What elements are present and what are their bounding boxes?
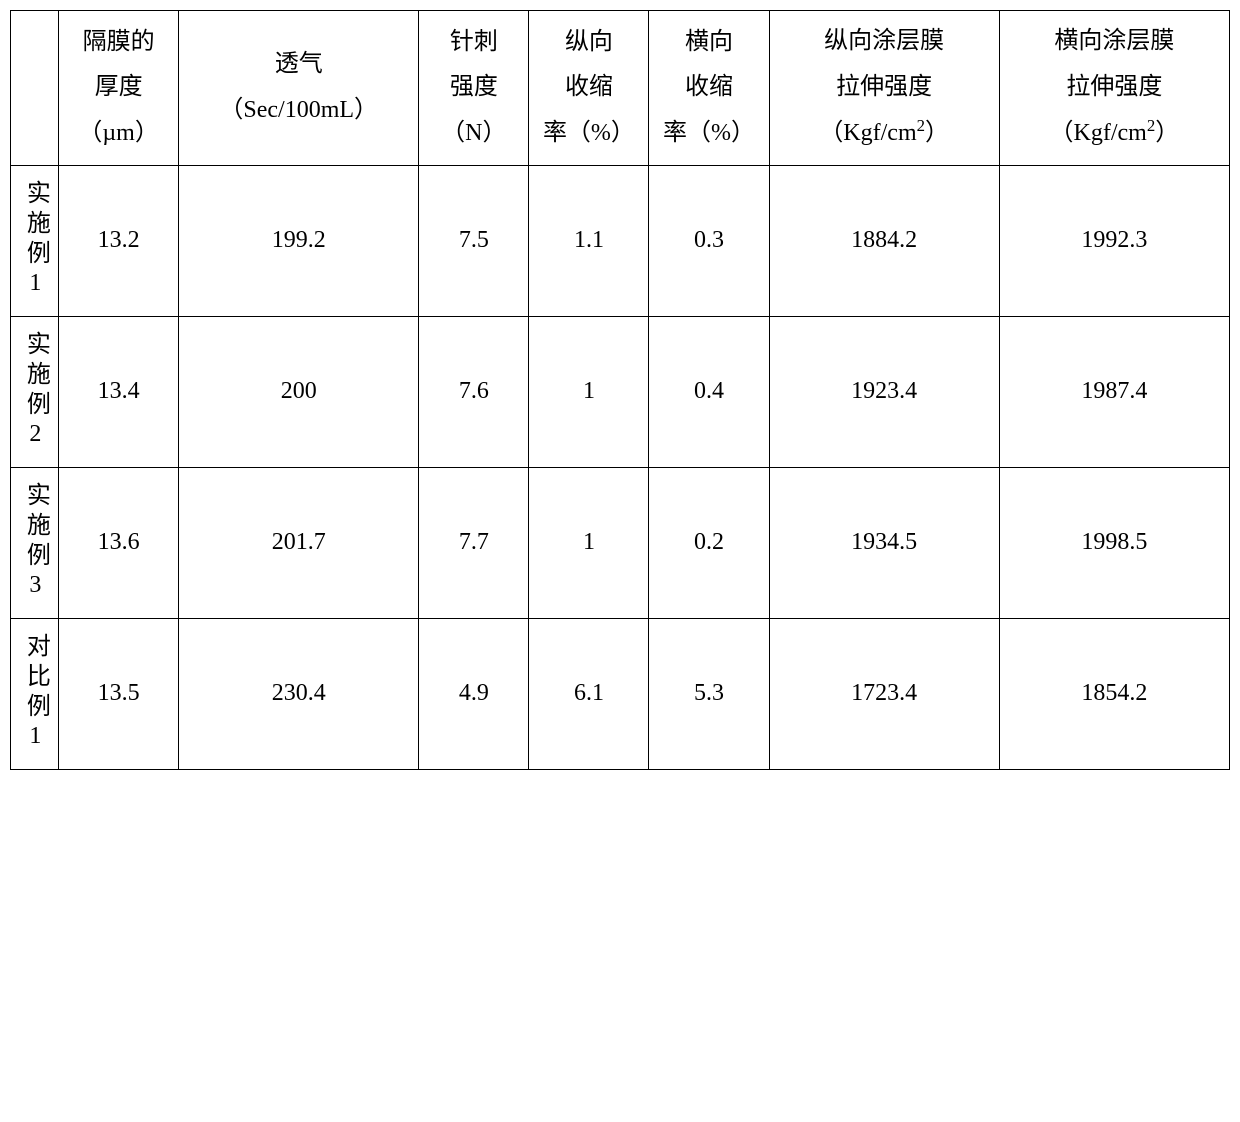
cell-shrink-md: 1.1 [529, 165, 649, 316]
row-label: 实施例2 [11, 316, 59, 467]
table-row: 实施例1 13.2 199.2 7.5 1.1 0.3 1884.2 1992.… [11, 165, 1230, 316]
cell-thickness: 13.6 [59, 467, 179, 618]
cell-shrink-td: 0.3 [649, 165, 769, 316]
cell-perm: 200 [179, 316, 419, 467]
cell-shrink-td: 0.2 [649, 467, 769, 618]
header-row: 隔膜的 厚度 （µm） 透气 （Sec/100mL） 针刺 强度 （N） 纵向 … [11, 11, 1230, 166]
table-row: 对比例1 13.5 230.4 4.9 6.1 5.3 1723.4 1854.… [11, 618, 1230, 769]
row-label: 对比例1 [11, 618, 59, 769]
cell-shrink-td: 0.4 [649, 316, 769, 467]
table-row: 实施例2 13.4 200 7.6 1 0.4 1923.4 1987.4 [11, 316, 1230, 467]
header-tensile-md: 纵向涂层膜 拉伸强度 （Kgf/cm2） [769, 11, 999, 166]
header-puncture: 针刺 强度 （N） [419, 11, 529, 166]
row-label: 实施例3 [11, 467, 59, 618]
table-row: 实施例3 13.6 201.7 7.7 1 0.2 1934.5 1998.5 [11, 467, 1230, 618]
cell-thickness: 13.2 [59, 165, 179, 316]
cell-perm: 199.2 [179, 165, 419, 316]
header-blank [11, 11, 59, 166]
data-table: 隔膜的 厚度 （µm） 透气 （Sec/100mL） 针刺 强度 （N） 纵向 … [10, 10, 1230, 770]
cell-shrink-md: 6.1 [529, 618, 649, 769]
cell-thickness: 13.5 [59, 618, 179, 769]
cell-puncture: 7.7 [419, 467, 529, 618]
cell-shrink-md: 1 [529, 316, 649, 467]
cell-tensile-md: 1934.5 [769, 467, 999, 618]
cell-tensile-md: 1923.4 [769, 316, 999, 467]
cell-perm: 230.4 [179, 618, 419, 769]
cell-tensile-td: 1987.4 [999, 316, 1229, 467]
cell-shrink-md: 1 [529, 467, 649, 618]
cell-perm: 201.7 [179, 467, 419, 618]
cell-tensile-td: 1992.3 [999, 165, 1229, 316]
cell-thickness: 13.4 [59, 316, 179, 467]
cell-shrink-td: 5.3 [649, 618, 769, 769]
cell-puncture: 7.5 [419, 165, 529, 316]
cell-puncture: 4.9 [419, 618, 529, 769]
cell-tensile-md: 1723.4 [769, 618, 999, 769]
header-tensile-td: 横向涂层膜 拉伸强度 （Kgf/cm2） [999, 11, 1229, 166]
header-perm: 透气 （Sec/100mL） [179, 11, 419, 166]
header-shrink-td: 横向 收缩 率（%） [649, 11, 769, 166]
row-label: 实施例1 [11, 165, 59, 316]
header-shrink-md: 纵向 收缩 率（%） [529, 11, 649, 166]
header-thickness: 隔膜的 厚度 （µm） [59, 11, 179, 166]
cell-tensile-md: 1884.2 [769, 165, 999, 316]
cell-tensile-td: 1998.5 [999, 467, 1229, 618]
cell-puncture: 7.6 [419, 316, 529, 467]
cell-tensile-td: 1854.2 [999, 618, 1229, 769]
